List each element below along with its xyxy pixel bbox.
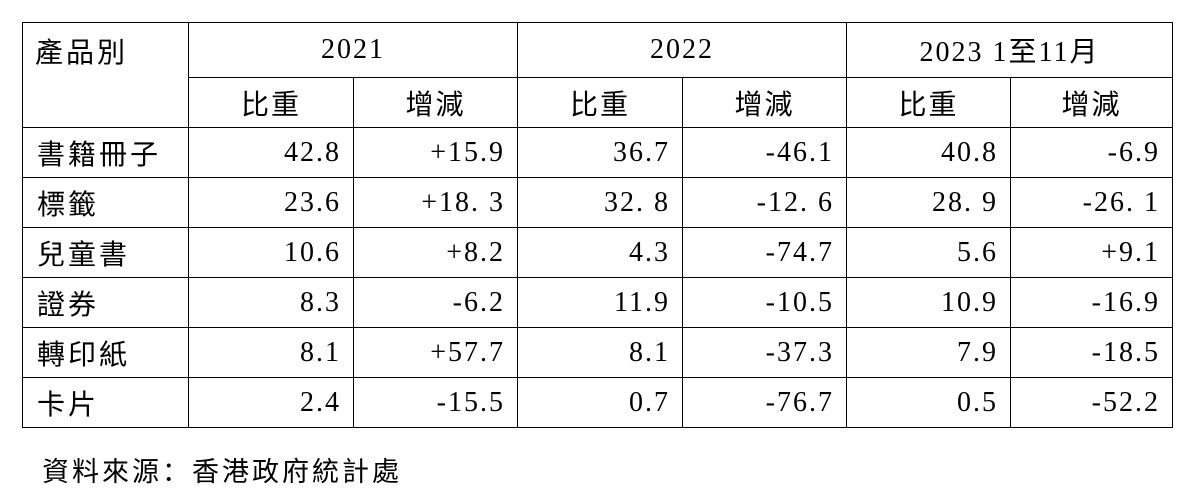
value-cell: -46.1 [682,127,847,178]
subheader: 增減 [1010,77,1173,128]
category-cell: 兒童書 [22,227,189,278]
header-row: 產品別 2021 2022 2023 1至11月 [22,22,1173,128]
value-cell: +9.1 [1010,227,1173,278]
value-cell: 0.5 [846,377,1011,428]
value-cell: -26. 1 [1010,177,1173,228]
value-cell: +57.7 [353,327,518,378]
value-cell: -52.2 [1010,377,1173,428]
value-cell: -18.5 [1010,327,1173,378]
category-header: 產品別 [22,22,189,128]
data-row: 卡片 2.4 -15.5 0.7 -76.7 0.5 -52.2 [22,377,1173,428]
category-cell: 標籤 [22,177,189,228]
value-cell: 23.6 [188,177,354,228]
data-row: 書籍冊子 42.8 +15.9 36.7 -46.1 40.8 -6.9 [22,127,1173,178]
value-cell: 0.7 [517,377,683,428]
year-header: 2023 1至11月 [846,22,1173,78]
value-cell: -6.2 [353,277,518,328]
year-header: 2021 [188,22,518,78]
subheader: 比重 [517,77,683,128]
category-cell: 書籍冊子 [22,127,189,178]
value-cell: -37.3 [682,327,847,378]
data-table: 產品別 2021 2022 2023 1至11月 比重 增減 比重 增減 比重 增減 書籍冊子… [22,22,1173,428]
value-cell: -6.9 [1010,127,1173,178]
value-cell: 2.4 [188,377,354,428]
value-cell: 7.9 [846,327,1011,378]
value-cell: 40.8 [846,127,1011,178]
category-cell: 證券 [22,277,189,328]
value-cell: 5.6 [846,227,1011,278]
value-cell: -12. 6 [682,177,847,228]
value-cell: +15.9 [353,127,518,178]
value-cell: 32. 8 [517,177,683,228]
data-row: 證券 8.3 -6.2 11.9 -10.5 10.9 -16.9 [22,277,1173,328]
value-cell: -76.7 [682,377,847,428]
value-cell: -74.7 [682,227,847,278]
subheader: 比重 [188,77,354,128]
value-cell: 28. 9 [846,177,1011,228]
value-cell: +18. 3 [353,177,518,228]
value-cell: 8.1 [517,327,683,378]
data-row: 轉印紙 8.1 +57.7 8.1 -37.3 7.9 -18.5 [22,327,1173,378]
subheader: 增減 [353,77,518,128]
value-cell: -15.5 [353,377,518,428]
category-cell: 卡片 [22,377,189,428]
table-body: 產品別 2021 2022 2023 1至11月 比重 增減 比重 增減 比重 增減 書籍冊子… [22,22,1173,428]
subheader: 增減 [682,77,847,128]
value-cell: 11.9 [517,277,683,328]
data-row: 標籤 23.6 +18. 3 32. 8 -12. 6 28. 9 -26. 1 [22,177,1173,228]
value-cell: 36.7 [517,127,683,178]
value-cell: 10.9 [846,277,1011,328]
data-row: 兒童書 10.6 +8.2 4.3 -74.7 5.6 +9.1 [22,227,1173,278]
subheader-row: 比重 增減 比重 增減 比重 增減 [23,77,1173,128]
value-cell: 10.6 [188,227,354,278]
subheader: 比重 [846,77,1011,128]
source-note: 資料來源：香港政府統計處 [42,457,402,487]
year-header: 2022 [517,22,847,78]
value-cell: 8.1 [188,327,354,378]
value-cell: 4.3 [517,227,683,278]
value-cell: -10.5 [682,277,847,328]
category-cell: 轉印紙 [22,327,189,378]
value-cell: -16.9 [1010,277,1173,328]
value-cell: +8.2 [353,227,518,278]
value-cell: 42.8 [188,127,354,178]
value-cell: 8.3 [188,277,354,328]
